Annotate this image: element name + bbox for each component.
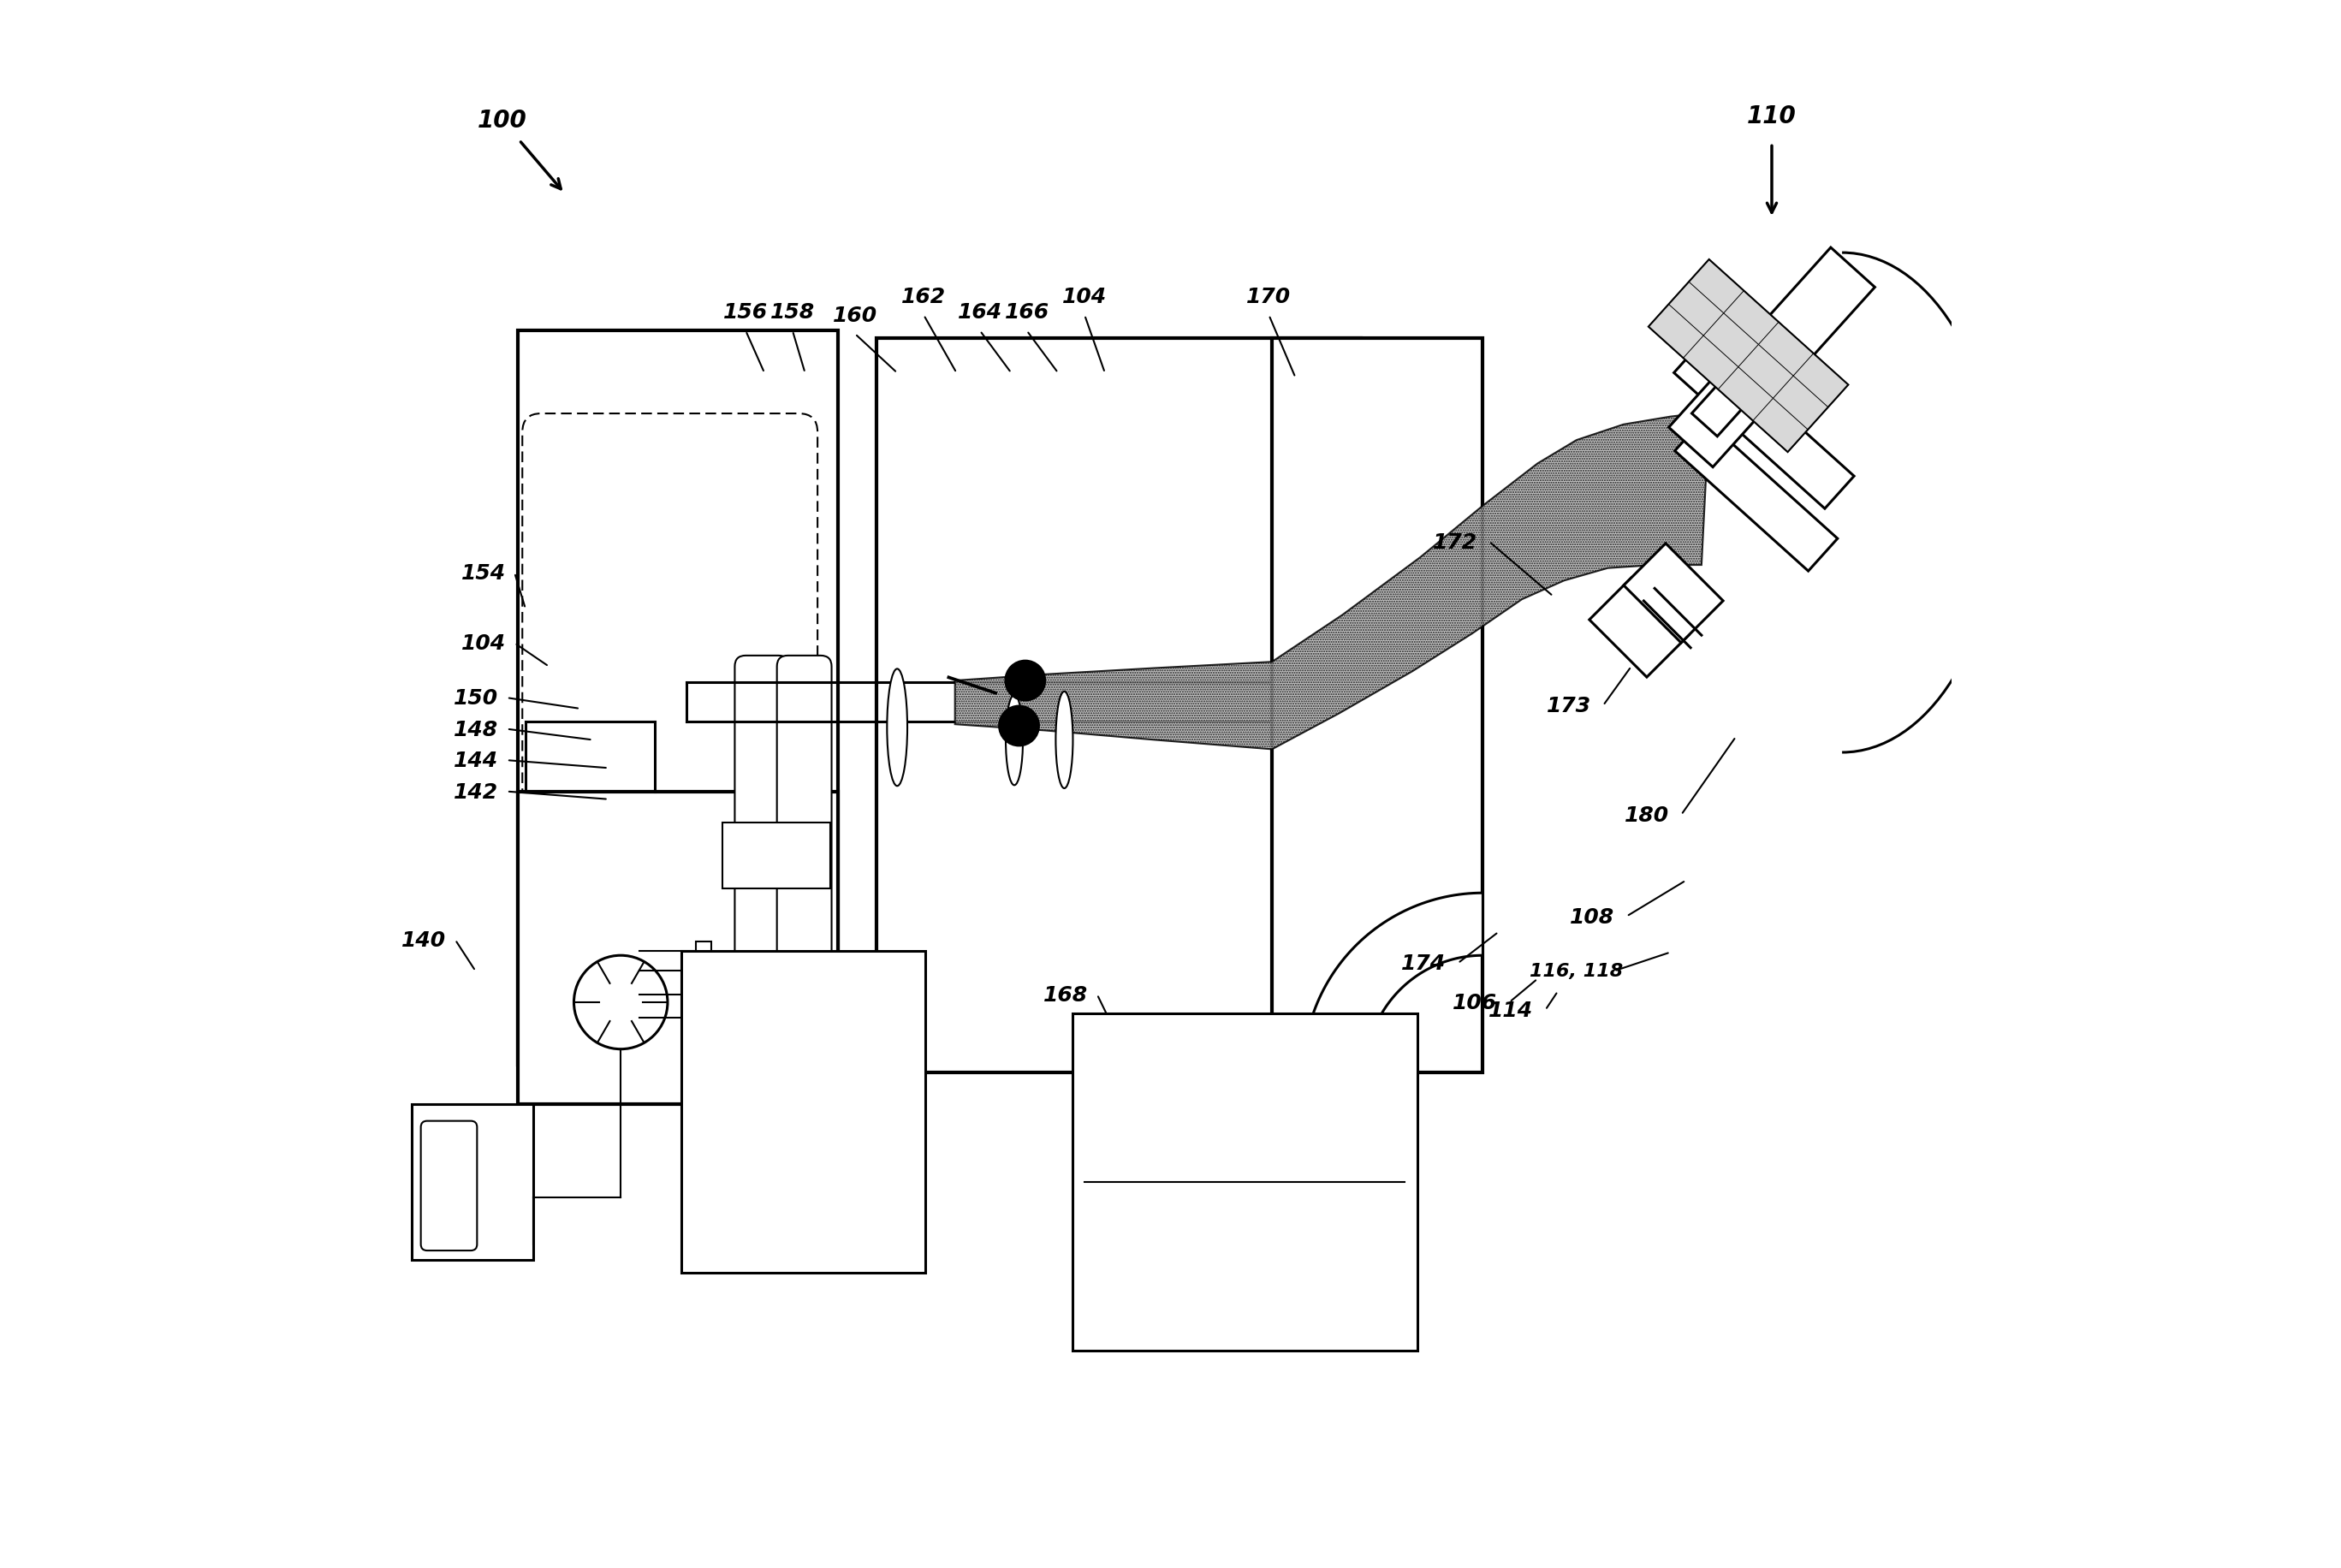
Text: 154: 154 [461, 563, 506, 583]
Text: 108: 108 [1571, 906, 1615, 927]
Polygon shape [1590, 579, 1688, 677]
Text: 104: 104 [1063, 287, 1107, 307]
FancyBboxPatch shape [777, 655, 831, 982]
Text: 116, 118: 116, 118 [1529, 963, 1622, 980]
Bar [878, 339, 1360, 1073]
Text: 146: 146 [782, 1214, 824, 1234]
Polygon shape [1648, 260, 1849, 453]
Circle shape [1004, 660, 1046, 701]
FancyBboxPatch shape [522, 414, 817, 1029]
Text: 168: 168 [1044, 985, 1089, 1005]
Text: Source: Source [770, 994, 836, 1011]
Polygon shape [1681, 284, 1817, 411]
Text: 158: 158 [770, 303, 815, 323]
Polygon shape [1674, 340, 1854, 510]
Text: 170: 170 [1248, 287, 1292, 307]
Text: 144: 144 [454, 751, 499, 771]
Text: System Controller: System Controller [1159, 1069, 1330, 1087]
Text: 174: 174 [1402, 953, 1447, 974]
Text: 164: 164 [957, 303, 1002, 323]
FancyBboxPatch shape [1072, 1013, 1416, 1350]
FancyBboxPatch shape [735, 655, 789, 982]
Text: 148: 148 [454, 720, 499, 740]
Text: 180: 180 [1625, 804, 1669, 825]
Text: 104: 104 [461, 633, 506, 654]
Text: Tuning System: Tuning System [1175, 1204, 1316, 1221]
Text: 106: 106 [1454, 993, 1498, 1013]
Polygon shape [955, 412, 1709, 750]
Circle shape [574, 955, 667, 1049]
Bar [695, 942, 712, 1027]
Text: 173: 173 [1547, 696, 1592, 717]
Text: 100: 100 [478, 108, 527, 133]
FancyBboxPatch shape [723, 823, 831, 889]
Bar [412, 1104, 534, 1261]
FancyBboxPatch shape [681, 952, 925, 1273]
FancyBboxPatch shape [421, 1121, 478, 1251]
Text: 172: 172 [1433, 532, 1477, 552]
Text: 120: 120 [1224, 1120, 1266, 1142]
Text: 152: 152 [754, 845, 798, 866]
Bar [517, 331, 838, 1065]
Bar [517, 792, 838, 1104]
Text: 160: 160 [833, 306, 878, 326]
Circle shape [1000, 706, 1039, 746]
Ellipse shape [1056, 691, 1072, 789]
Text: 162: 162 [901, 287, 946, 307]
Bar [1117, 1068, 1154, 1102]
Ellipse shape [1007, 695, 1023, 786]
Polygon shape [1669, 248, 1875, 467]
Text: 210: 210 [1224, 1289, 1266, 1309]
Text: Controller: Controller [756, 1190, 850, 1207]
Text: Voltage: Voltage [768, 1126, 838, 1142]
Text: 142: 142 [454, 781, 499, 803]
Polygon shape [1625, 544, 1723, 643]
Polygon shape [1674, 419, 1838, 571]
Text: 156: 156 [723, 303, 768, 323]
Bar [1271, 339, 1482, 1073]
Polygon shape [1304, 894, 1482, 1073]
Text: 110: 110 [1746, 103, 1796, 129]
Text: Bias: Bias [784, 1060, 824, 1077]
Text: 140: 140 [403, 930, 447, 950]
Ellipse shape [887, 670, 908, 786]
Text: 150: 150 [454, 688, 499, 709]
Text: 166: 166 [1004, 303, 1049, 323]
Text: 114: 114 [1489, 1000, 1533, 1021]
Polygon shape [1693, 345, 1779, 437]
